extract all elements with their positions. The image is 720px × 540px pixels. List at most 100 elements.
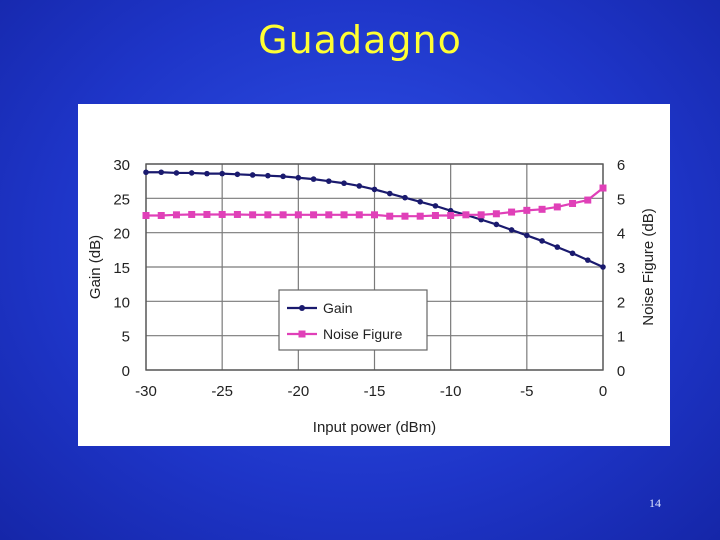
x-tick-label: -5: [520, 383, 533, 400]
data-point: [402, 194, 408, 201]
y2-tick-label: 5: [617, 191, 625, 208]
data-point: [188, 210, 196, 218]
data-point: [447, 212, 455, 219]
slide-title: Guadagno: [258, 18, 462, 62]
legend-swatch-marker: [299, 305, 305, 311]
x-tick-label: -25: [211, 383, 233, 400]
slide-number: 14: [649, 496, 661, 510]
data-point: [431, 212, 439, 219]
data-point: [523, 206, 531, 214]
data-point: [142, 212, 150, 219]
y-tick-label: 10: [113, 294, 130, 311]
data-point: [386, 190, 393, 197]
data-point: [280, 173, 286, 180]
data-point: [355, 211, 363, 219]
chart-labels: Input power (dBm) Gain (dB) Noise Figure (…: [87, 208, 657, 436]
data-point: [401, 212, 409, 220]
x-tick-label: -20: [287, 383, 309, 400]
y2-tick-label: 2: [617, 294, 625, 311]
x-axis-label: Input power (dBm): [313, 419, 436, 436]
chart-panel: -30 -25 -20 -15 -10 -5 0 0 5 10 15 20 25 30 0 1 2 3 4 5 6 In…: [78, 104, 670, 446]
data-point: [554, 244, 561, 250]
x-tick-label: -30: [135, 383, 157, 400]
data-point: [539, 238, 545, 244]
legend-item: Noise Figure: [287, 326, 403, 342]
data-point: [584, 196, 592, 204]
y-axis-label: Gain (dB): [87, 235, 104, 299]
data-point: [584, 257, 591, 263]
data-point: [310, 176, 317, 182]
data-point: [294, 211, 302, 219]
data-point: [219, 170, 225, 177]
data-point: [264, 211, 272, 219]
data-point: [157, 212, 165, 219]
data-point: [233, 210, 241, 218]
data-point: [538, 205, 546, 213]
data-point: [477, 211, 485, 219]
data-point: [249, 211, 257, 219]
data-point: [432, 203, 439, 209]
data-point: [158, 169, 165, 176]
data-point: [508, 227, 515, 233]
y2-tick-label: 6: [617, 157, 625, 174]
series-gain: [143, 169, 606, 270]
y2-axis-label: Noise Figure (dB): [640, 208, 657, 326]
data-point: [553, 203, 561, 211]
y2-tick-label: 4: [617, 226, 625, 243]
legend-swatch-marker: [298, 330, 306, 338]
x-tick-label: 0: [599, 383, 607, 400]
y-tick-label: 15: [113, 260, 130, 277]
chart-legend: Gain Noise Figure: [278, 289, 428, 351]
data-point: [204, 170, 210, 177]
data-point: [326, 178, 332, 184]
data-point: [341, 180, 347, 187]
data-point: [417, 198, 424, 205]
data-point: [143, 169, 149, 176]
y2-tick-label: 1: [617, 329, 625, 346]
data-point: [173, 170, 180, 176]
legend-item: Gain: [287, 300, 353, 316]
data-point: [340, 211, 348, 219]
data-point: [569, 250, 576, 257]
y-tick-label: 20: [113, 226, 130, 243]
y-tick-label: 5: [122, 329, 130, 346]
chart-series: [142, 169, 607, 270]
data-point: [325, 211, 333, 219]
data-point: [524, 232, 530, 239]
data-point: [249, 172, 256, 178]
data-point: [218, 210, 226, 218]
data-point: [492, 210, 500, 218]
data-point: [295, 174, 302, 181]
data-point: [310, 211, 318, 219]
data-point: [416, 212, 424, 220]
data-point: [386, 212, 394, 220]
data-point: [462, 211, 470, 219]
data-point: [493, 221, 500, 228]
x-tick-label: -10: [440, 383, 462, 400]
y-tick-label: 25: [113, 191, 130, 208]
y2-tick-label: 3: [617, 260, 625, 277]
data-point: [371, 186, 378, 193]
data-point: [172, 211, 180, 219]
data-point: [234, 171, 241, 178]
data-point: [508, 208, 516, 216]
data-point: [203, 210, 211, 218]
data-point: [371, 211, 378, 219]
y2-tick-label: 0: [617, 363, 625, 380]
legend-box: [278, 289, 428, 351]
y-tick-label: 0: [122, 363, 130, 380]
data-point: [188, 170, 195, 176]
data-point: [279, 211, 287, 219]
y-tick-label: 30: [113, 157, 130, 174]
series-noise-figure: [142, 184, 607, 220]
data-point: [600, 264, 606, 270]
legend-label: Noise Figure: [323, 326, 403, 342]
x-tick-label: -15: [364, 383, 386, 400]
data-point: [265, 172, 271, 179]
data-point: [599, 184, 607, 192]
data-point: [569, 199, 577, 207]
legend-label: Gain: [323, 300, 353, 316]
data-point: [356, 183, 363, 189]
